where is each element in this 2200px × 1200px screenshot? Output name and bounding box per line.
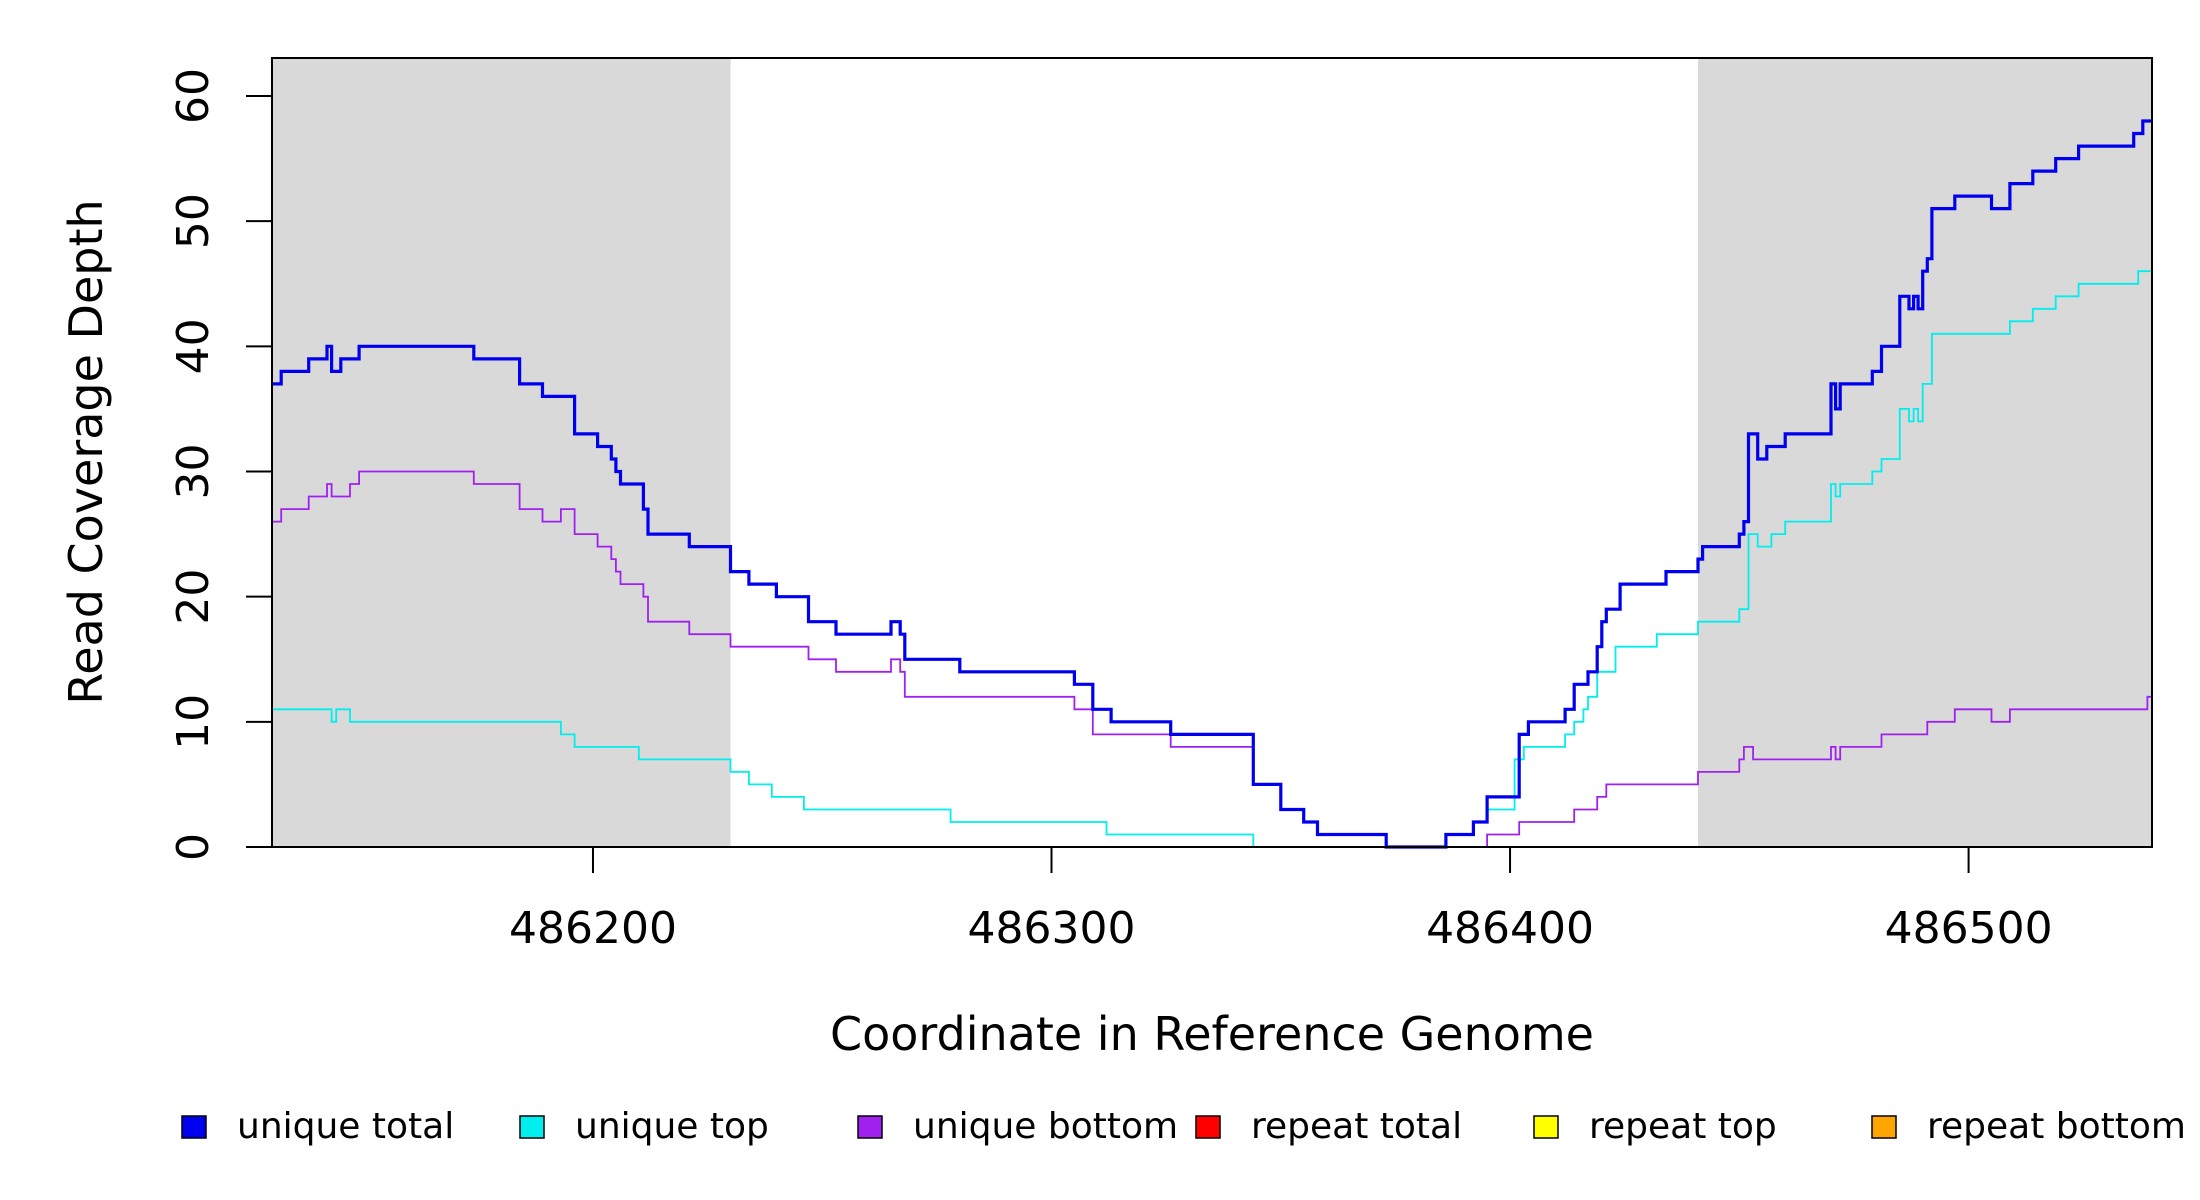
- shaded-regions: [272, 58, 2152, 847]
- shaded-region-2: [1698, 58, 2152, 847]
- y-axis-title: Read Coverage Depth: [59, 199, 113, 704]
- shaded-region-1: [272, 58, 731, 847]
- x-axis: 486200 486300 486400 486500: [509, 847, 2053, 954]
- series-line-unique-top: [272, 270, 2152, 848]
- y-tick-label: 30: [168, 444, 219, 500]
- legend-swatch-unique-bottom: [857, 1115, 883, 1139]
- y-tick-label: 0: [168, 833, 219, 861]
- y-tick-label: 20: [168, 569, 219, 625]
- legend-label-unique-total: unique total: [237, 1106, 454, 1147]
- legend-swatch-repeat-bottom: [1871, 1115, 1897, 1139]
- x-tick-label: 486400: [1426, 903, 1594, 954]
- y-tick-label: 10: [168, 694, 219, 750]
- series-line-unique-total: [272, 119, 2152, 849]
- plot-frame: [271, 57, 2153, 848]
- legend-label-repeat-top: repeat top: [1589, 1106, 1777, 1147]
- legend-label-repeat-total: repeat total: [1251, 1106, 1462, 1147]
- legend-swatch-unique-top: [519, 1115, 545, 1139]
- legend-label-unique-top: unique top: [575, 1106, 769, 1147]
- y-tick-label: 60: [168, 68, 219, 124]
- legend-swatch-repeat-top: [1533, 1115, 1559, 1139]
- legend-label-unique-bottom: unique bottom: [913, 1106, 1178, 1147]
- x-tick-label: 486300: [968, 903, 1136, 954]
- legend: unique total unique top unique bottom repea…: [181, 1106, 2186, 1147]
- legend-swatch-repeat-total: [1195, 1115, 1221, 1139]
- y-tick-label: 40: [168, 318, 219, 374]
- y-axis: 0 10 20 30 40 50 60: [168, 68, 272, 861]
- x-tick-label: 486200: [509, 903, 677, 954]
- legend-swatch-unique-total: [181, 1115, 207, 1139]
- y-tick-label: 50: [168, 193, 219, 249]
- legend-label-repeat-bottom: repeat bottom: [1927, 1106, 2186, 1147]
- x-tick-label: 486500: [1885, 903, 2053, 954]
- x-axis-title: Coordinate in Reference Genome: [830, 1007, 1594, 1061]
